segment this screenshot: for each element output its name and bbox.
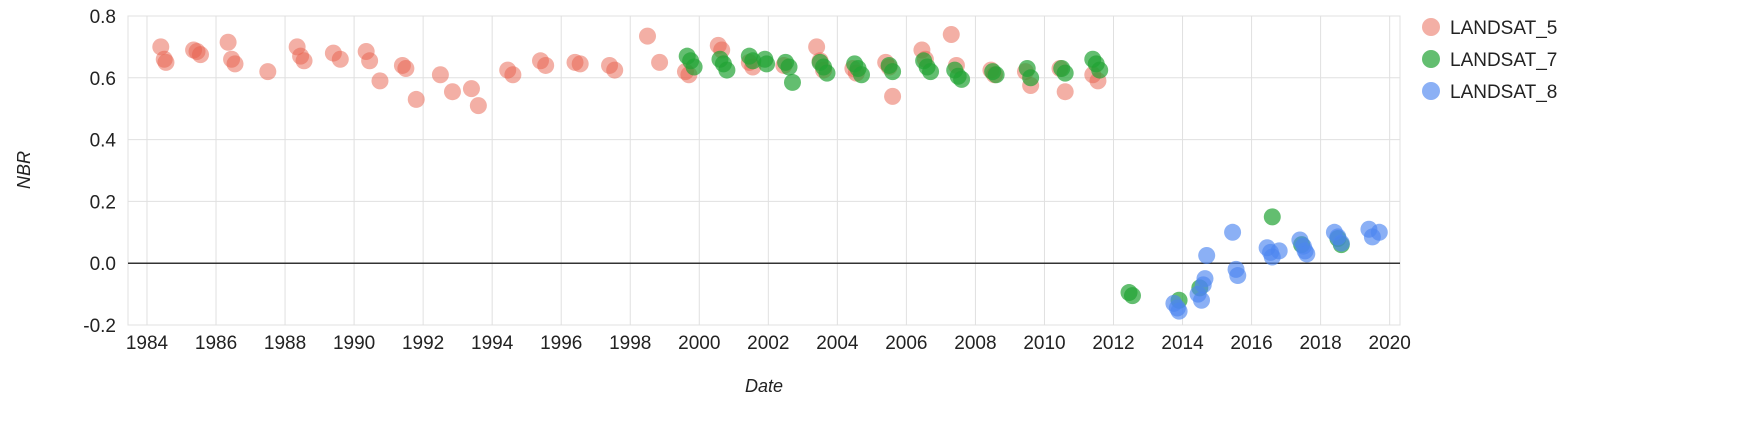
- landsat_8-data-point[interactable]: [1224, 223, 1242, 241]
- landsat_8-data-point[interactable]: [1193, 291, 1211, 309]
- x-tick-label: 1990: [333, 333, 375, 354]
- landsat_7-data-point[interactable]: [758, 55, 776, 73]
- landsat_5-data-point[interactable]: [443, 83, 461, 101]
- y-tick-label: 0.6: [90, 69, 116, 90]
- x-tick-label: 1986: [195, 333, 237, 354]
- data-points-layer: [152, 26, 1388, 320]
- landsat_5-data-point[interactable]: [371, 72, 389, 90]
- x-tick-label: 2004: [816, 333, 859, 354]
- x-tick-label: 2006: [885, 333, 927, 354]
- landsat_7-data-point[interactable]: [1123, 287, 1141, 305]
- x-tick-label: 1988: [264, 333, 306, 354]
- legend-item-landsat-7: LANDSAT_7: [1422, 50, 1557, 71]
- axis-tick-labels: 1984 1986 1988 1990 1992 1994 1996 1998 2000 2002…: [83, 7, 1411, 354]
- y-tick-label: -0.2: [83, 316, 116, 337]
- landsat_8-data-point[interactable]: [1198, 246, 1216, 264]
- landsat_5-data-point[interactable]: [462, 80, 480, 98]
- x-tick-label: 2014: [1161, 333, 1204, 354]
- x-tick-label: 2010: [1023, 333, 1065, 354]
- grid-layer: [127, 15, 1401, 326]
- legend: LANDSAT_5 LANDSAT_7 LANDSAT_8: [1422, 18, 1557, 103]
- landsat_7-data-point[interactable]: [1022, 69, 1040, 87]
- x-tick-label: 1996: [540, 333, 582, 354]
- landsat_5-data-point[interactable]: [226, 55, 244, 73]
- x-tick-label: 2000: [678, 333, 720, 354]
- landsat_8-data-point[interactable]: [1298, 245, 1316, 263]
- x-tick-label: 2020: [1369, 333, 1411, 354]
- landsat_5-data-point[interactable]: [361, 52, 379, 70]
- landsat_8-data-point[interactable]: [1332, 234, 1350, 252]
- y-axis-title: NBR: [14, 151, 34, 189]
- legend-item-landsat-8: LANDSAT_8: [1422, 82, 1557, 103]
- x-tick-label: 1994: [471, 333, 514, 354]
- landsat_5-data-point[interactable]: [1056, 83, 1074, 101]
- x-tick-label: 2018: [1299, 333, 1341, 354]
- landsat_7-data-point[interactable]: [685, 58, 703, 76]
- landsat_8-data-point[interactable]: [1170, 302, 1188, 320]
- landsat_7-data-point[interactable]: [783, 73, 801, 91]
- y-tick-label: 0.4: [90, 131, 117, 152]
- x-tick-label: 1998: [609, 333, 651, 354]
- landsat_8-data-point[interactable]: [1370, 223, 1388, 241]
- legend-swatch-landsat-8-icon: [1422, 82, 1440, 100]
- legend-label-landsat-8: LANDSAT_8: [1450, 82, 1557, 103]
- landsat_5-data-point[interactable]: [397, 60, 415, 78]
- landsat_5-data-point[interactable]: [431, 66, 449, 84]
- landsat_5-data-point[interactable]: [219, 33, 237, 51]
- x-tick-label: 2016: [1230, 333, 1272, 354]
- x-tick-label: 2012: [1092, 333, 1134, 354]
- landsat_5-data-point[interactable]: [606, 61, 624, 79]
- landsat_7-data-point[interactable]: [780, 58, 798, 76]
- legend-swatch-landsat-5-icon: [1422, 18, 1440, 36]
- landsat_8-data-point[interactable]: [1229, 267, 1247, 285]
- landsat_7-data-point[interactable]: [718, 61, 736, 79]
- legend-label-landsat-5: LANDSAT_5: [1450, 18, 1557, 39]
- landsat_5-data-point[interactable]: [808, 38, 826, 56]
- landsat_7-data-point[interactable]: [1056, 64, 1074, 82]
- landsat_5-data-point[interactable]: [331, 50, 349, 68]
- y-tick-label: 0.2: [90, 192, 116, 213]
- landsat_7-data-point[interactable]: [853, 66, 871, 84]
- landsat_5-data-point[interactable]: [259, 63, 277, 81]
- landsat_7-data-point[interactable]: [953, 70, 971, 88]
- y-tick-label: 0.8: [90, 7, 116, 28]
- landsat_7-data-point[interactable]: [922, 63, 940, 81]
- legend-swatch-landsat-7-icon: [1422, 50, 1440, 68]
- x-tick-label: 2002: [747, 333, 789, 354]
- legend-item-landsat-5: LANDSAT_5: [1422, 18, 1557, 39]
- landsat_8-data-point[interactable]: [1270, 242, 1288, 260]
- landsat_7-data-point[interactable]: [1091, 61, 1109, 79]
- x-tick-label: 1984: [126, 333, 169, 354]
- landsat_5-data-point[interactable]: [191, 46, 209, 64]
- landsat_5-data-point[interactable]: [537, 56, 555, 74]
- y-tick-label: 0.0: [90, 254, 116, 275]
- landsat_5-data-point[interactable]: [942, 26, 960, 44]
- landsat_7-data-point[interactable]: [1263, 208, 1281, 226]
- landsat_5-data-point[interactable]: [639, 27, 657, 45]
- landsat_5-data-point[interactable]: [407, 90, 425, 108]
- landsat_5-data-point[interactable]: [469, 97, 487, 115]
- landsat_5-data-point[interactable]: [504, 66, 522, 84]
- landsat_7-data-point[interactable]: [987, 66, 1005, 84]
- landsat_5-data-point[interactable]: [884, 87, 902, 105]
- landsat_7-data-point[interactable]: [818, 64, 836, 82]
- landsat_5-data-point[interactable]: [571, 55, 589, 73]
- landsat_7-data-point[interactable]: [884, 63, 902, 81]
- legend-label-landsat-7: LANDSAT_7: [1450, 50, 1557, 71]
- landsat_8-data-point[interactable]: [1196, 270, 1214, 288]
- landsat_5-data-point[interactable]: [157, 53, 175, 71]
- landsat_5-data-point[interactable]: [651, 53, 669, 71]
- x-tick-label: 2008: [954, 333, 996, 354]
- x-axis-title: Date: [745, 376, 783, 396]
- landsat_5-data-point[interactable]: [295, 52, 313, 70]
- x-tick-label: 1992: [402, 333, 444, 354]
